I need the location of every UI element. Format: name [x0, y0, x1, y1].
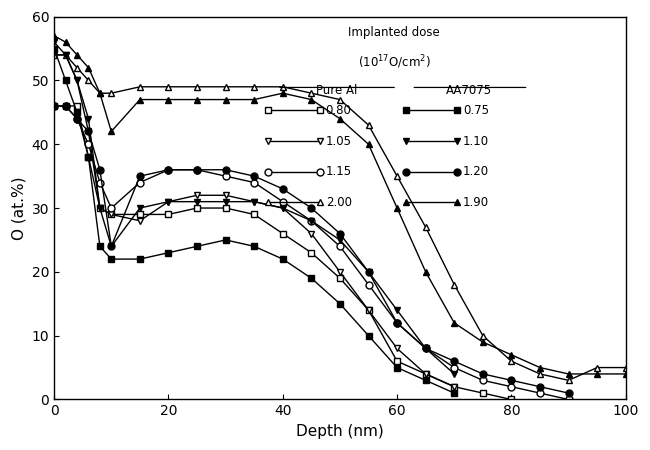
Text: Implanted dose: Implanted dose: [348, 26, 440, 39]
Text: Pure Al: Pure Al: [317, 84, 358, 97]
Text: 2.00: 2.00: [326, 196, 352, 209]
Y-axis label: O (at.%): O (at.%): [11, 176, 26, 240]
Text: 1.05: 1.05: [326, 135, 352, 148]
Text: 1.20: 1.20: [463, 165, 489, 178]
Text: $(10^{17}$O/cm$^{2})$: $(10^{17}$O/cm$^{2})$: [358, 53, 431, 71]
Text: 0.80: 0.80: [326, 104, 352, 117]
Text: 1.15: 1.15: [326, 165, 352, 178]
Text: 1.10: 1.10: [463, 135, 489, 148]
Text: 0.75: 0.75: [463, 104, 489, 117]
X-axis label: Depth (nm): Depth (nm): [296, 424, 384, 439]
Text: 1.90: 1.90: [463, 196, 489, 209]
Text: AA7075: AA7075: [445, 84, 491, 97]
